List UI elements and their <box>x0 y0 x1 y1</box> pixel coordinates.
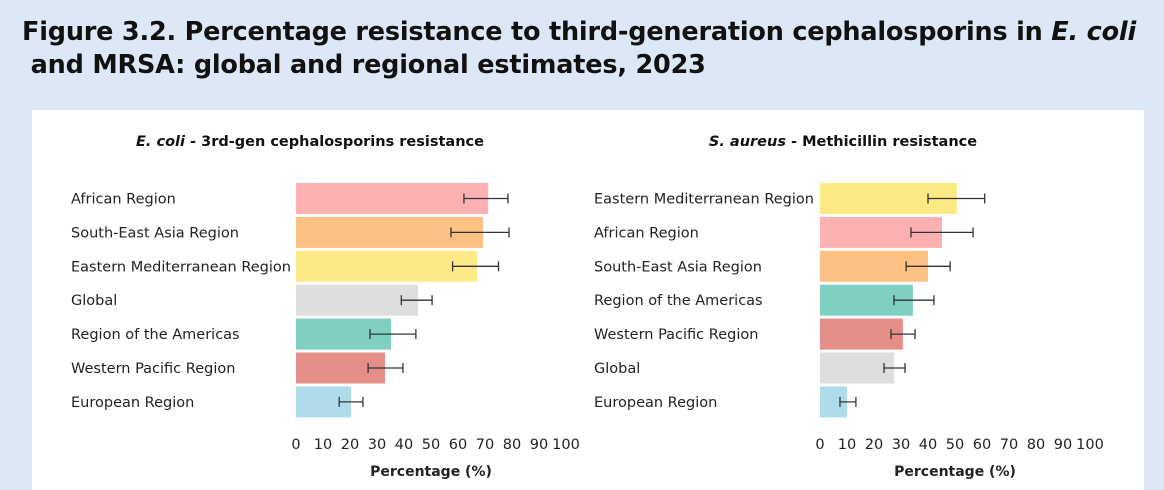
chart-title: S. aureus - Methicillin resistance <box>709 134 977 150</box>
x-tick-label: 40 <box>395 437 413 453</box>
x-tick-label: 100 <box>552 437 580 453</box>
figure-title: Figure 3.2. Percentage resistance to thi… <box>22 16 1136 82</box>
category-label: Region of the Americas <box>594 293 763 309</box>
x-tick-label: 20 <box>341 437 359 453</box>
category-label: Global <box>594 361 640 377</box>
bar <box>296 284 419 316</box>
chart-title-rest: - 3rd-gen cephalosporins resistance <box>185 134 484 150</box>
category-label: European Region <box>71 395 194 411</box>
chart-title-italic: S. aureus <box>709 134 786 150</box>
x-tick-label: 90 <box>530 437 548 453</box>
x-tick-label: 0 <box>815 437 824 453</box>
category-label: Western Pacific Region <box>71 361 235 377</box>
x-axis-label: Percentage (%) <box>370 464 492 480</box>
category-label: Region of the Americas <box>71 327 240 343</box>
x-axis-label: Percentage (%) <box>894 464 1016 480</box>
x-tick-label: 100 <box>1076 437 1104 453</box>
category-label: African Region <box>71 192 176 208</box>
x-tick-label: 80 <box>1027 437 1045 453</box>
bar <box>820 352 894 384</box>
x-tick-label: 50 <box>422 437 440 453</box>
x-tick-label: 10 <box>314 437 332 453</box>
chart-title-rest: - Methicillin resistance <box>786 134 977 150</box>
title-italic: E. coli <box>1051 17 1136 47</box>
title-text-end: and MRSA: global and regional estimates,… <box>22 50 706 80</box>
category-label: South-East Asia Region <box>71 225 239 241</box>
x-tick-label: 70 <box>1000 437 1018 453</box>
category-label: African Region <box>594 225 699 241</box>
bar <box>820 318 903 350</box>
x-tick-label: 70 <box>476 437 494 453</box>
category-label: European Region <box>594 395 717 411</box>
charts-svg: E. coli - 3rd-gen cephalosporins resista… <box>71 134 1104 480</box>
x-tick-label: 40 <box>919 437 937 453</box>
category-label: Eastern Mediterranean Region <box>71 259 291 275</box>
x-tick-label: 30 <box>892 437 910 453</box>
category-label: Western Pacific Region <box>594 327 758 343</box>
x-tick-label: 90 <box>1054 437 1072 453</box>
chart-title: E. coli - 3rd-gen cephalosporins resista… <box>136 134 484 150</box>
x-tick-label: 60 <box>973 437 991 453</box>
x-tick-label: 10 <box>838 437 856 453</box>
x-tick-label: 80 <box>503 437 521 453</box>
x-tick-label: 0 <box>291 437 300 453</box>
category-label: South-East Asia Region <box>594 259 762 275</box>
x-tick-label: 60 <box>449 437 467 453</box>
category-label: Global <box>71 293 117 309</box>
category-label: Eastern Mediterranean Region <box>594 192 814 208</box>
chart-panel: E. coli - 3rd-gen cephalosporins resista… <box>32 110 1144 490</box>
x-tick-label: 50 <box>946 437 964 453</box>
x-tick-label: 20 <box>865 437 883 453</box>
x-tick-label: 30 <box>368 437 386 453</box>
bar <box>296 250 478 282</box>
bar <box>296 183 489 214</box>
title-text: Figure 3.2. Percentage resistance to thi… <box>22 17 1052 47</box>
chart-title-italic: E. coli <box>136 134 186 150</box>
